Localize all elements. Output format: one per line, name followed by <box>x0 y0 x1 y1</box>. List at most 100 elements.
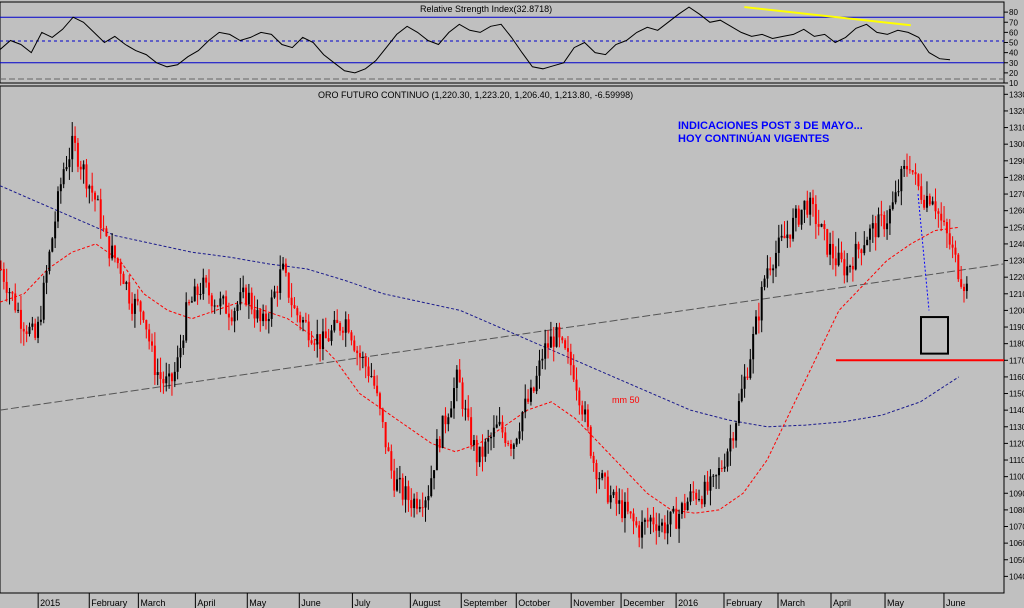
candle <box>789 234 792 248</box>
candle <box>319 334 322 362</box>
candle <box>760 281 763 333</box>
candle-body <box>700 498 703 505</box>
candle-body <box>270 297 273 319</box>
candle <box>826 228 829 258</box>
candle <box>504 427 507 447</box>
candle <box>116 257 119 269</box>
candle <box>866 236 869 246</box>
candle <box>604 471 607 489</box>
candle-body <box>293 305 296 309</box>
candle <box>823 220 826 241</box>
candle-body <box>509 443 512 449</box>
candle <box>401 473 404 506</box>
candle-body <box>435 438 438 471</box>
candle-body <box>900 168 903 192</box>
annotation-line-2: HOY CONTINÚAN VIGENTES <box>678 132 829 145</box>
candle-body <box>843 259 846 276</box>
candle-body <box>917 174 920 187</box>
candle-body <box>538 360 541 376</box>
candle-body <box>59 184 62 192</box>
candle-body <box>826 229 829 255</box>
candle <box>22 322 25 346</box>
candle <box>396 467 399 492</box>
candle-body <box>809 197 812 215</box>
candle-body <box>535 375 538 392</box>
candle-body <box>142 311 145 321</box>
candle <box>831 230 834 270</box>
candle <box>962 283 965 303</box>
candle <box>601 469 604 481</box>
candle <box>772 264 775 284</box>
candle <box>407 480 410 512</box>
candle-body <box>188 302 191 304</box>
candle-body <box>347 319 350 333</box>
candle <box>840 241 843 263</box>
candle <box>327 328 330 342</box>
candle-body <box>210 295 213 307</box>
candle-body <box>131 303 134 314</box>
candle <box>390 444 393 479</box>
candle-body <box>911 170 914 173</box>
candle <box>886 210 889 240</box>
candle-body <box>811 197 814 205</box>
candle <box>911 170 914 175</box>
candle-body <box>623 501 626 519</box>
candle <box>569 343 572 376</box>
candle-body <box>230 317 233 322</box>
candle-body <box>122 273 125 285</box>
candle-body <box>51 238 54 252</box>
candle-body <box>715 475 718 477</box>
candle <box>598 472 601 490</box>
rsi-tick-label: 50 <box>1009 39 1018 48</box>
candle <box>737 393 740 426</box>
candle <box>606 470 609 505</box>
candle <box>256 299 259 323</box>
candle-body <box>709 476 712 491</box>
candle-body <box>615 491 618 504</box>
candle <box>883 211 886 237</box>
candle <box>880 200 883 227</box>
candle-body <box>264 313 267 322</box>
candle <box>472 434 475 451</box>
candle <box>937 208 940 228</box>
candle <box>709 469 712 506</box>
candle <box>547 330 550 359</box>
candle <box>350 330 353 346</box>
candle-body <box>430 478 433 497</box>
rsi-trendline <box>744 6 911 27</box>
candle <box>91 172 94 202</box>
x-axis: 2015 February March April May June July August S… <box>0 592 1004 608</box>
candle-body <box>646 519 649 522</box>
candle-body <box>202 277 205 294</box>
candle-body <box>666 524 669 534</box>
candle <box>863 231 866 256</box>
candle <box>723 453 726 472</box>
candle-body <box>156 372 159 376</box>
candle-body <box>304 320 307 322</box>
candle-body <box>8 292 11 294</box>
candle-body <box>769 268 772 271</box>
candle <box>475 435 478 477</box>
candle <box>39 305 42 326</box>
x-tick-label: April <box>197 598 215 608</box>
candle-body <box>356 350 359 354</box>
x-tick-label: 2016 <box>678 598 698 608</box>
candle-body <box>532 387 535 392</box>
candle <box>541 348 544 370</box>
candle-body <box>119 263 122 274</box>
candle <box>205 274 208 288</box>
candle-body <box>427 496 430 501</box>
candle <box>276 285 279 307</box>
candle-body <box>410 500 413 509</box>
candle <box>131 292 134 321</box>
candle <box>242 275 245 299</box>
candle-body <box>507 443 510 445</box>
candle-body <box>415 498 418 509</box>
candle <box>370 363 373 378</box>
x-tick-label: 2015 <box>40 598 60 608</box>
candle <box>136 289 139 306</box>
candle <box>410 488 413 517</box>
candle <box>957 253 960 282</box>
candle <box>797 205 800 227</box>
